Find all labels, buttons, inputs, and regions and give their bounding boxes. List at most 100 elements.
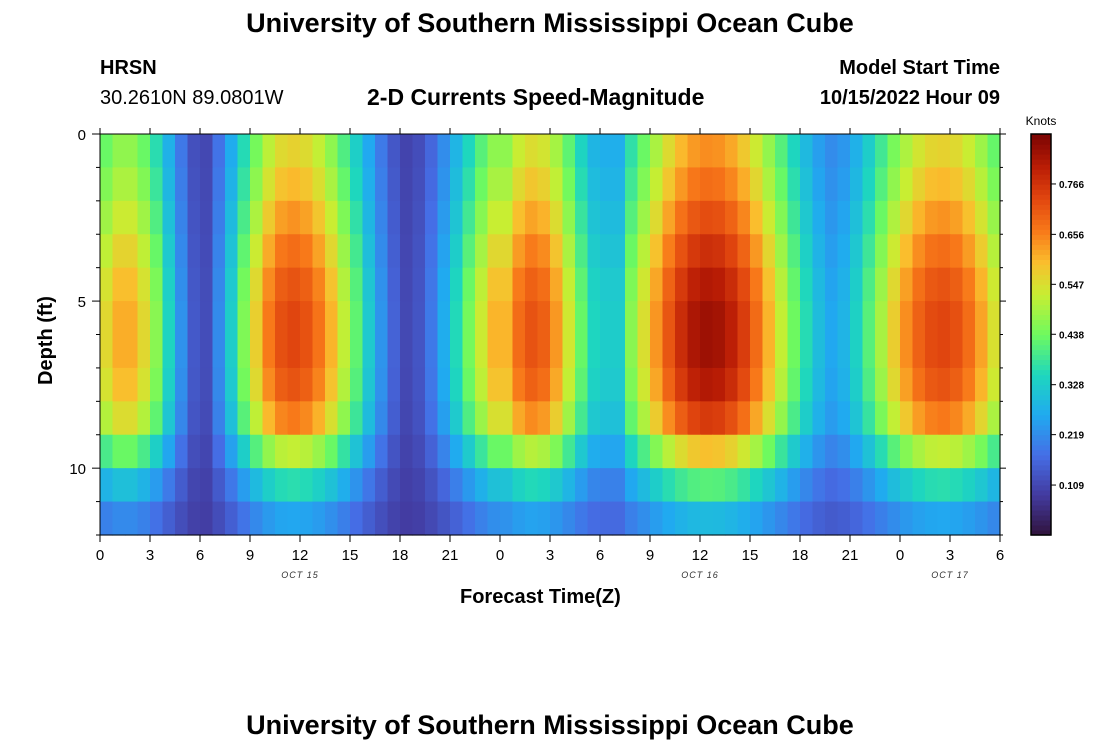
heatmap-cell — [550, 167, 564, 202]
heatmap-cell — [587, 167, 601, 202]
colorbar-segment — [1031, 274, 1051, 280]
heatmap-cell — [200, 267, 214, 302]
heatmap-cell — [425, 134, 439, 169]
heatmap-cell — [550, 200, 564, 235]
heatmap-cell — [862, 434, 876, 469]
heatmap-cell — [237, 200, 251, 235]
heatmap-cell — [850, 267, 864, 302]
heatmap-cell — [350, 167, 364, 202]
heatmap-cell — [387, 501, 401, 536]
heatmap-cell — [512, 501, 526, 536]
heatmap-cell — [112, 167, 126, 202]
heatmap-cell — [200, 434, 214, 469]
x-tick-label: 3 — [146, 547, 154, 564]
heatmap-cell — [512, 301, 526, 336]
colorbar-segment — [1031, 149, 1051, 155]
heatmap-cell — [450, 367, 464, 402]
colorbar-segment — [1031, 139, 1051, 145]
heatmap-cell — [700, 267, 714, 302]
heatmap-cell — [375, 267, 389, 302]
heatmap-cell — [412, 334, 426, 369]
heatmap-cell — [437, 401, 451, 436]
colorbar-segment — [1031, 499, 1051, 506]
heatmap-cell — [912, 301, 926, 336]
heatmap-cell — [212, 200, 226, 235]
heatmap-cell — [450, 401, 464, 436]
heatmap-cell — [637, 167, 651, 202]
heatmap-cell — [437, 301, 451, 336]
heatmap-cell — [850, 434, 864, 469]
heatmap-cell — [337, 267, 351, 302]
heatmap-cell — [625, 401, 639, 436]
x-tick-label: 0 — [496, 547, 504, 564]
heatmap-cell — [100, 134, 114, 169]
heatmap-cell — [825, 301, 839, 336]
heatmap-cell — [437, 367, 451, 402]
heatmap-cell — [262, 134, 276, 169]
heatmap-cell — [100, 167, 114, 202]
heatmap-cell — [712, 167, 726, 202]
heatmap-cell — [537, 401, 551, 436]
heatmap-cell — [225, 234, 239, 269]
heatmap-cell — [737, 367, 751, 402]
colorbar: Knots 0.109 0.219 0.328 0.438 0.547 0.656 0.766 — [1026, 114, 1084, 536]
heatmap-cell — [800, 367, 814, 402]
heatmap-cell — [837, 167, 851, 202]
heatmap-cell — [725, 468, 739, 503]
heatmap-cell — [675, 301, 689, 336]
heatmap-cell — [462, 134, 476, 169]
heatmap-cell — [412, 468, 426, 503]
heatmap-cell — [925, 267, 939, 302]
heatmap-cell — [237, 267, 251, 302]
heatmap-cell — [925, 301, 939, 336]
heatmap-cell — [100, 267, 114, 302]
heatmap-cell — [412, 434, 426, 469]
y-tick-label: 10 — [69, 461, 86, 478]
heatmap-cell — [825, 401, 839, 436]
heatmap-cell — [600, 234, 614, 269]
heatmap-cell — [350, 301, 364, 336]
model-start-label: Model Start Time — [839, 57, 1000, 79]
heatmap-cell — [587, 434, 601, 469]
heatmap-cell — [825, 501, 839, 536]
heatmap-cell — [900, 468, 914, 503]
heatmap-cell — [175, 134, 189, 169]
heatmap-cell — [612, 468, 626, 503]
heatmap-cell — [537, 234, 551, 269]
heatmap-cell — [387, 267, 401, 302]
heatmap-cell — [400, 301, 414, 336]
heatmap-cell — [125, 301, 139, 336]
heatmap-cell — [950, 434, 964, 469]
heatmap-cell — [975, 267, 989, 302]
heatmap-cell — [850, 200, 864, 235]
heatmap-cell — [125, 200, 139, 235]
colorbar-segment — [1031, 399, 1051, 406]
colorbar-segment — [1031, 509, 1051, 516]
heatmap-cell — [262, 367, 276, 402]
heatmap-cell — [662, 167, 676, 202]
heatmap-cell — [550, 234, 564, 269]
heatmap-cell — [425, 401, 439, 436]
heatmap-cell — [962, 501, 976, 536]
heatmap-cell — [937, 501, 951, 536]
heatmap-cell — [375, 134, 389, 169]
colorbar-segment — [1031, 234, 1051, 240]
heatmap-cell — [175, 234, 189, 269]
heatmap-cell — [575, 468, 589, 503]
heatmap-cell — [425, 301, 439, 336]
colorbar-segment — [1031, 289, 1051, 295]
heatmap-cell — [887, 267, 901, 302]
heatmap-cell — [987, 468, 1001, 503]
heatmap-cell — [600, 200, 614, 235]
heatmap-cell — [275, 434, 289, 469]
heatmap-cell — [775, 434, 789, 469]
heatmap-cell — [600, 434, 614, 469]
heatmap-cell — [475, 200, 489, 235]
colorbar-tick-label: 0.656 — [1059, 230, 1084, 241]
heatmap-cell — [212, 468, 226, 503]
heatmap-cell — [575, 401, 589, 436]
heatmap-cell — [887, 434, 901, 469]
heatmap-cell — [125, 468, 139, 503]
heatmap-cell — [187, 200, 201, 235]
heatmap-cell — [625, 267, 639, 302]
